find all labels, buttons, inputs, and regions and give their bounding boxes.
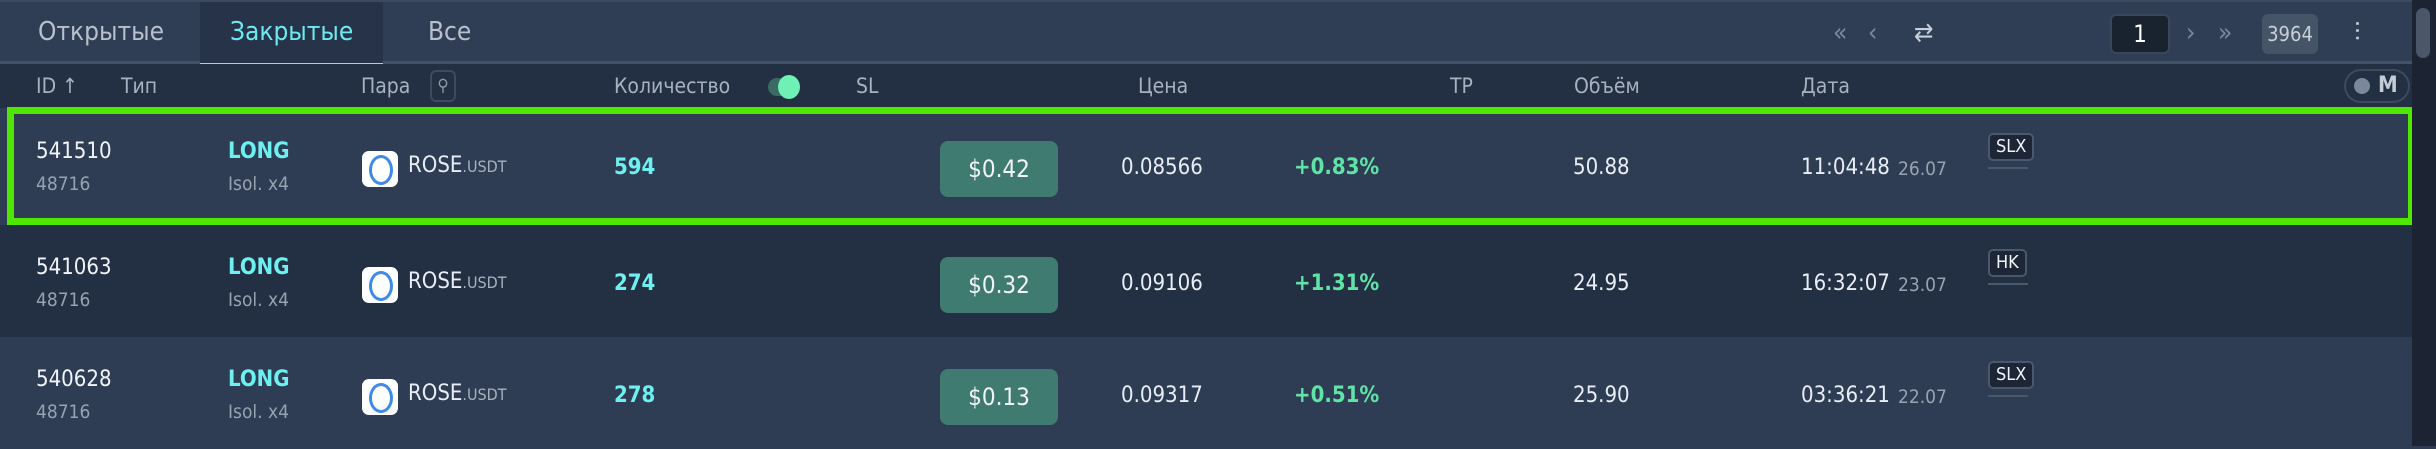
quantity: 274 xyxy=(614,271,656,296)
exchange-badge: HK xyxy=(1988,249,2027,277)
rose-coin-icon xyxy=(362,379,398,415)
price-change: +1.31% xyxy=(1294,271,1380,296)
price-change: +0.51% xyxy=(1294,383,1380,408)
tab-bar: Открытые Закрытые Все « ‹ ⇄ 1 › » 3964 ⫶ xyxy=(0,0,2412,66)
sl-button[interactable]: $0.13 xyxy=(940,369,1058,425)
col-id[interactable]: ID ↑ xyxy=(36,74,78,98)
col-pair: Пара xyxy=(361,74,411,98)
scrollbar-thumb[interactable] xyxy=(2416,8,2430,58)
trade-id: 541063 xyxy=(36,255,112,280)
price: 0.08566 xyxy=(1121,155,1203,180)
sl-button[interactable]: $0.32 xyxy=(940,257,1058,313)
margin-mode: Isol. x4 xyxy=(228,173,289,195)
col-quantity: Количество xyxy=(614,74,731,98)
col-volume: Объём xyxy=(1574,74,1640,98)
sl-button[interactable]: $0.42 xyxy=(940,141,1058,197)
monitor-stand-icon xyxy=(1988,283,2028,285)
time: 16:32:07 xyxy=(1801,271,1890,296)
col-date: Дата xyxy=(1801,74,1850,98)
time: 03:36:21 xyxy=(1801,383,1890,408)
sub-id: 48716 xyxy=(36,289,91,311)
sliders-icon[interactable]: ⫶ xyxy=(2354,18,2361,48)
quantity: 278 xyxy=(614,383,656,408)
col-tp: TP xyxy=(1450,74,1473,98)
volume: 50.88 xyxy=(1573,155,1630,180)
time: 11:04:48 xyxy=(1801,155,1890,180)
table-row[interactable]: 541063 48716 LONG Isol. x4 ROSE.USDT 274… xyxy=(0,225,2412,337)
exchange-badge: SLX xyxy=(1988,361,2035,389)
search-icon[interactable]: ⚲ xyxy=(430,70,456,102)
table-header: ID ↑ Тип Пара ⚲ Количество SL Цена TP Об… xyxy=(0,64,2412,108)
rose-coin-icon xyxy=(362,267,398,303)
quantity-toggle[interactable] xyxy=(768,75,800,99)
tab-closed[interactable]: Закрытые xyxy=(200,2,384,66)
tab-all[interactable]: Все xyxy=(428,17,472,47)
quantity: 594 xyxy=(614,155,656,180)
chevron-left-icon[interactable]: ‹ xyxy=(1868,18,1878,48)
double-chevron-left-icon[interactable]: « xyxy=(1833,18,1848,48)
col-type: Тип xyxy=(121,74,158,98)
pair-quote: .USDT xyxy=(462,273,507,292)
monitor-stand-icon xyxy=(1988,167,2028,169)
scrollbar[interactable] xyxy=(2412,0,2436,446)
date: 26.07 xyxy=(1898,158,1947,180)
margin-mode: Isol. x4 xyxy=(228,289,289,311)
table-row[interactable]: 541510 48716 LONG Isol. x4 ROSE.USDT 594… xyxy=(0,109,2412,221)
volume: 25.90 xyxy=(1573,383,1630,408)
pair-base: ROSE xyxy=(408,153,463,178)
date: 23.07 xyxy=(1898,274,1947,296)
pair-quote: .USDT xyxy=(462,157,507,176)
price-change: +0.83% xyxy=(1294,155,1380,180)
mode-toggle[interactable]: M xyxy=(2344,69,2410,103)
trade-id: 541510 xyxy=(36,139,112,164)
refresh-icon[interactable]: ⇄ xyxy=(1914,18,1934,48)
tab-open[interactable]: Открытые xyxy=(38,17,164,47)
total-count: 3964 xyxy=(2262,14,2318,54)
sub-id: 48716 xyxy=(36,401,91,423)
pair-base: ROSE xyxy=(408,381,463,406)
mode-label: M xyxy=(2378,73,2398,98)
pair-quote: .USDT xyxy=(462,385,507,404)
page-input[interactable]: 1 xyxy=(2110,14,2170,54)
pair: ROSE.USDT xyxy=(408,269,507,294)
trade-id: 540628 xyxy=(36,367,112,392)
side: LONG xyxy=(228,367,290,392)
chevron-right-icon[interactable]: › xyxy=(2186,18,2196,48)
sub-id: 48716 xyxy=(36,173,91,195)
col-sl: SL xyxy=(856,74,879,98)
pair-base: ROSE xyxy=(408,269,463,294)
exchange-badge: SLX xyxy=(1988,133,2035,161)
side: LONG xyxy=(228,139,290,164)
side: LONG xyxy=(228,255,290,280)
volume: 24.95 xyxy=(1573,271,1630,296)
price: 0.09106 xyxy=(1121,271,1203,296)
double-chevron-right-icon[interactable]: » xyxy=(2218,18,2233,48)
date: 22.07 xyxy=(1898,386,1947,408)
pair: ROSE.USDT xyxy=(408,153,507,178)
pair: ROSE.USDT xyxy=(408,381,507,406)
toggle-knob xyxy=(2354,78,2370,94)
col-price: Цена xyxy=(1138,74,1189,98)
price: 0.09317 xyxy=(1121,383,1203,408)
monitor-stand-icon xyxy=(1988,395,2028,397)
rose-coin-icon xyxy=(362,151,398,187)
table-row[interactable]: 540628 48716 LONG Isol. x4 ROSE.USDT 278… xyxy=(0,337,2412,449)
margin-mode: Isol. x4 xyxy=(228,401,289,423)
